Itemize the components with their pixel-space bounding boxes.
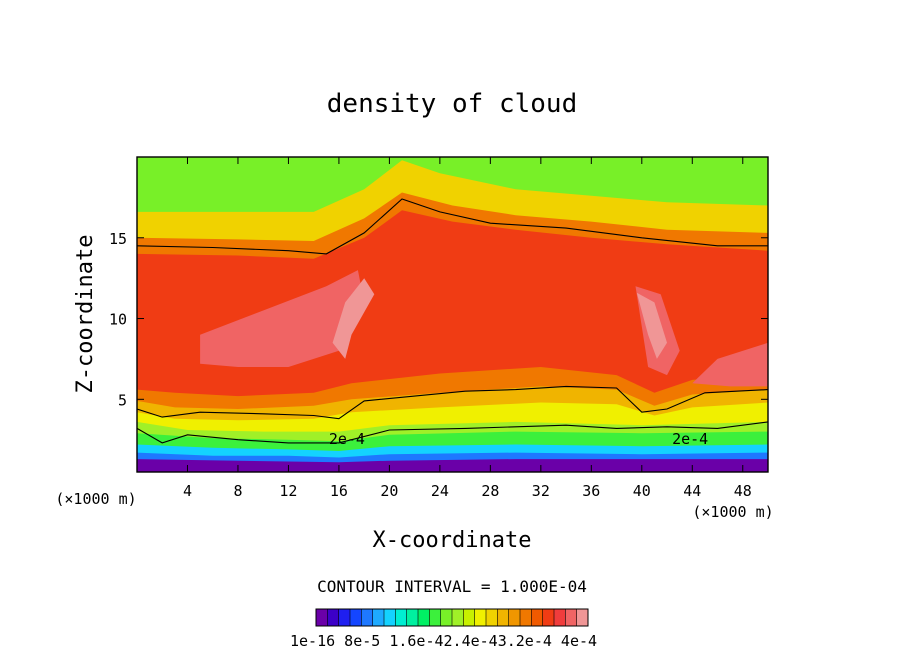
x-unit-left: (×1000 m): [55, 490, 136, 508]
y-axis-ticks: 5 10 15: [109, 230, 768, 409]
contour-label: 2e-4: [672, 430, 708, 448]
colorbar-swatch: [395, 609, 408, 626]
x-axis-label: X-coordinate: [373, 528, 532, 553]
colorbar: [315, 608, 589, 627]
colorbar-swatch: [554, 609, 566, 626]
contour-line: [137, 421, 768, 444]
colorbar-swatch: [440, 609, 453, 626]
y-axis-label: Z-coordinate: [73, 235, 98, 394]
x-tick-label: 36: [582, 482, 600, 500]
colorbar-swatch: [372, 609, 385, 626]
contour-lines: 2e-4 2e-4: [137, 198, 768, 448]
colorbar-swatch: [520, 609, 532, 626]
x-tick-label: 4: [183, 482, 192, 500]
density-field: [137, 157, 768, 472]
x-tick-label: 16: [330, 482, 348, 500]
colorbar-swatch: [361, 609, 374, 626]
colorbar-swatch: [463, 609, 476, 626]
plot-frame: [136, 156, 769, 473]
colorbar-swatch: [429, 609, 442, 626]
contour-line: [137, 385, 768, 420]
x-tick-label: 8: [233, 482, 242, 500]
colorbar-swatch: [486, 609, 498, 626]
y-tick-label: 15: [109, 230, 127, 248]
colorbar-swatch: [338, 609, 351, 626]
colorbar-swatch: [531, 609, 544, 626]
colorbar-swatch: [452, 609, 464, 626]
colorbar-swatch: [406, 609, 419, 626]
x-tick-label: 20: [380, 482, 398, 500]
x-tick-label: 12: [279, 482, 297, 500]
x-tick-label: 28: [481, 482, 499, 500]
colorbar-swatch: [576, 609, 589, 626]
x-axis-ticks: 4 8 12 16 20 24 28 32 36 40 44 48: [183, 157, 752, 500]
colorbar-swatch: [497, 609, 510, 626]
band-violet: [137, 459, 768, 472]
high-density-region: [200, 270, 365, 367]
x-tick-label: 44: [683, 482, 701, 500]
colorbar-swatch: [565, 609, 578, 626]
colorbar-swatch: [418, 609, 430, 626]
x-tick-label: 40: [633, 482, 651, 500]
colorbar-swatch: [327, 609, 340, 626]
x-tick-label: 48: [734, 482, 752, 500]
colorbar-swatch: [474, 609, 487, 626]
colorbar-swatch: [384, 609, 396, 626]
colorbar-swatch: [508, 609, 521, 626]
y-tick-label: 5: [118, 391, 127, 409]
contour-interval-text: CONTOUR INTERVAL = 1.000E-04: [317, 577, 587, 596]
contour-label: 2e-4: [329, 430, 365, 448]
colorbar-frame: [315, 608, 589, 627]
colorbar-swatch: [350, 609, 362, 626]
high-density-region: [332, 278, 375, 359]
chart-title: density of cloud: [327, 89, 577, 119]
high-density-region: [636, 292, 667, 359]
high-density-region: [692, 342, 768, 387]
colorbar-swatch: [542, 609, 555, 626]
x-tick-label: 32: [532, 482, 550, 500]
contour-line: [137, 198, 768, 255]
y-tick-label: 10: [109, 311, 127, 329]
colorbar-swatch: [316, 609, 328, 626]
colorbar-tick-labels: 1e-16 8e-5 1.6e-42.4e-43.2e-4 4e-4: [290, 632, 597, 650]
x-unit-right: (×1000 m): [692, 503, 773, 521]
x-tick-label: 24: [431, 482, 449, 500]
